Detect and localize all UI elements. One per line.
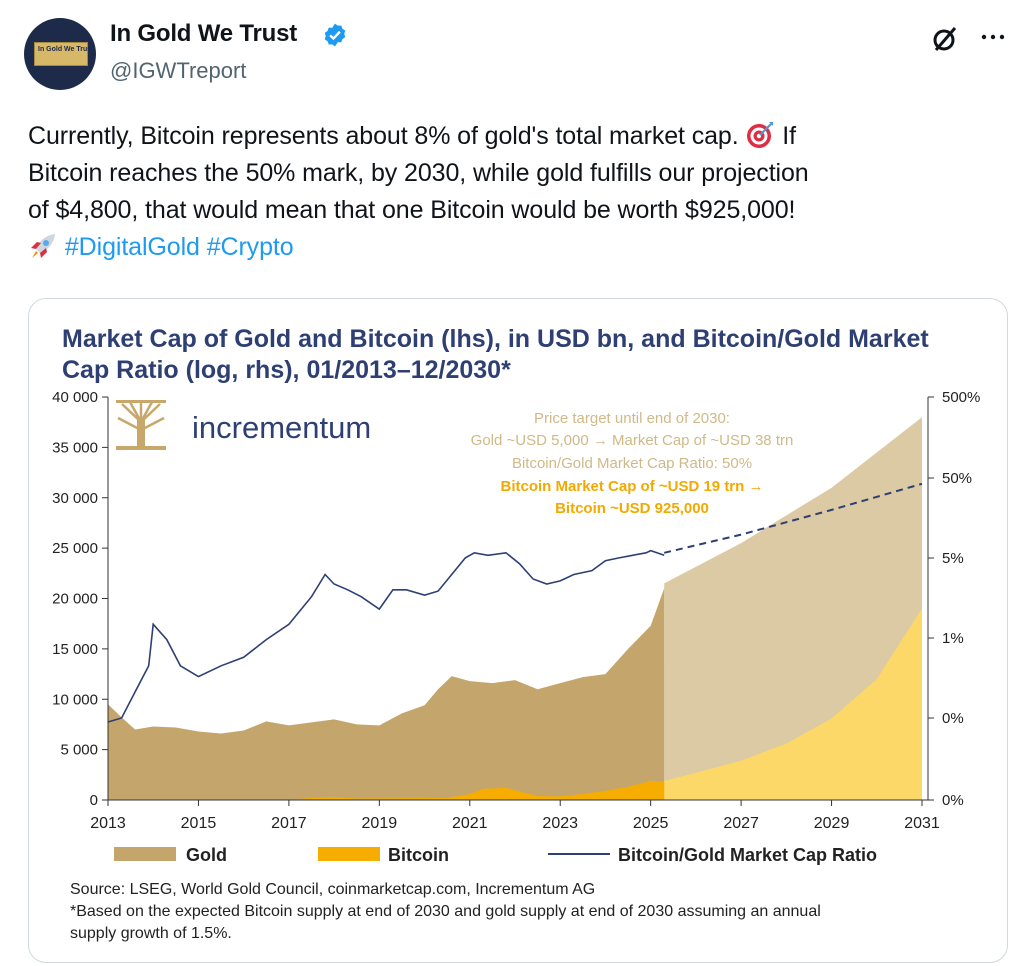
tweet-line-2: Bitcoin reaches the 50% mark, by 2030, w… — [28, 159, 809, 187]
chart-footnote-2: supply growth of 1.5%. — [70, 925, 232, 942]
legend-bitcoin-swatch — [318, 847, 380, 861]
y-left-tick-label: 0 — [90, 792, 98, 809]
verified-badge-icon — [324, 23, 346, 47]
more-icon[interactable] — [978, 22, 1008, 52]
avatar[interactable]: In Gold We Trust — [24, 18, 96, 90]
y-left-tick-label: 10 000 — [52, 691, 98, 708]
tweet-line-1b: If — [782, 122, 796, 150]
rocket-emoji-icon — [31, 234, 55, 258]
tweet-line-3: of $4,800, that would mean that one Bitc… — [28, 196, 796, 224]
y-right-tick-label: 5% — [942, 550, 964, 567]
ratio-projection-line — [663, 482, 923, 554]
legend-gold-label: Gold — [186, 845, 227, 865]
account-name[interactable]: In Gold We Trust — [110, 20, 298, 47]
account-handle[interactable]: @IGWTreport — [110, 58, 247, 83]
annotation-line-4: Bitcoin Market Cap of ~USD 19 trn → — [501, 478, 764, 495]
hashtag-crypto[interactable]: #Crypto — [206, 233, 294, 261]
y-right-tick-label: 50% — [942, 470, 972, 487]
x-tick-label: 2019 — [362, 815, 398, 832]
bitcoin-projection-area — [664, 608, 922, 800]
tweet-line-1: Currently, Bitcoin represents about 8% o… — [28, 122, 739, 150]
incrementum-logo-icon — [116, 400, 166, 450]
annotation-line-5: Bitcoin ~USD 925,000 — [555, 500, 709, 517]
target-emoji-icon — [747, 122, 774, 148]
x-tick-label: 2025 — [633, 815, 669, 832]
y-left-tick-label: 35 000 — [52, 439, 98, 456]
legend-gold-swatch — [114, 847, 176, 861]
tweet-text: Currently, Bitcoin represents about 8% o… — [28, 118, 1008, 266]
chart-source: Source: LSEG, World Gold Council, coinma… — [70, 881, 596, 898]
grok-icon[interactable] — [928, 22, 962, 56]
gold-area — [108, 588, 665, 800]
y-left-tick-label: 25 000 — [52, 540, 98, 557]
x-tick-label: 2013 — [90, 815, 126, 832]
x-tick-label: 2015 — [181, 815, 217, 832]
y-right-tick-label: 0% — [942, 792, 964, 809]
annotation-line-3: Bitcoin/Gold Market Cap Ratio: 50% — [512, 455, 752, 472]
x-tick-label: 2031 — [904, 815, 940, 832]
x-tick-label: 2029 — [814, 815, 850, 832]
avatar-logo — [34, 42, 88, 66]
y-right-tick-label: 1% — [942, 630, 964, 647]
y-left-tick-label: 5 000 — [60, 742, 98, 759]
legend-bitcoin-label: Bitcoin — [388, 845, 449, 865]
x-tick-label: 2021 — [452, 815, 488, 832]
chart-title: Market Cap of Gold and Bitcoin (lhs), in… — [62, 325, 929, 384]
hashtag-digitalgold[interactable]: #DigitalGold — [64, 233, 200, 261]
y-right-tick-label: 0% — [942, 710, 964, 727]
bitcoin-area — [108, 780, 665, 800]
logo-name: incrementum — [192, 410, 371, 445]
x-tick-label: 2023 — [542, 815, 578, 832]
x-tick-label: 2017 — [271, 815, 307, 832]
chart-footnote-1: *Based on the expected Bitcoin supply at… — [70, 903, 821, 920]
annotation-line-2: Gold ~USD 5,000 → Market Cap of ~USD 38 … — [471, 432, 794, 449]
ratio-line — [107, 549, 665, 723]
avatar-text: In Gold We Trust — [38, 46, 94, 53]
annotation-line-1: Price target until end of 2030: — [534, 410, 730, 427]
y-left-tick-label: 30 000 — [52, 490, 98, 507]
y-left-tick-label: 40 000 — [52, 389, 98, 406]
y-right-tick-label: 500% — [942, 389, 980, 406]
x-tick-label: 2027 — [723, 815, 759, 832]
y-left-tick-label: 20 000 — [52, 591, 98, 608]
legend-ratio-label: Bitcoin/Gold Market Cap Ratio — [618, 845, 877, 865]
y-left-tick-label: 15 000 — [52, 641, 98, 658]
